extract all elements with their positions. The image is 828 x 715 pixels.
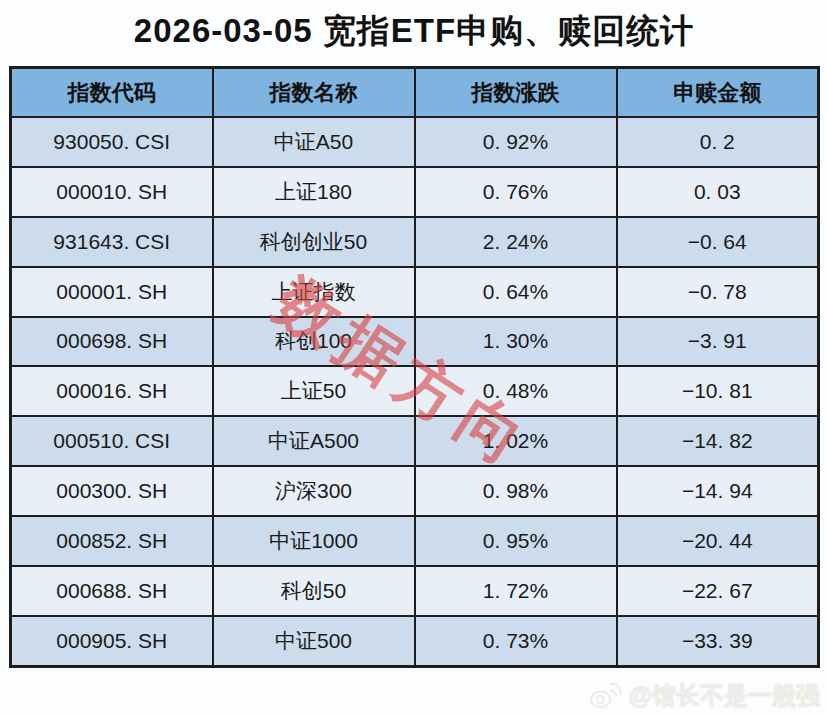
page-title: 2026-03-05 宽指ETF申购、赎回统计: [0, 9, 828, 54]
column-header-index-name: 指数名称: [213, 68, 415, 118]
index-code-cell: 000688. SH: [11, 566, 213, 616]
table-row: 000300. SH沪深3000. 98%−14. 94: [11, 466, 819, 516]
index-code-cell: 000510. CSI: [11, 416, 213, 466]
index-code-cell: 000016. SH: [11, 366, 213, 416]
amount-cell: −0. 78: [617, 267, 819, 317]
index-change-cell: 2. 24%: [415, 217, 617, 267]
index-change-cell: 0. 76%: [415, 167, 617, 217]
amount-cell: −3. 91: [617, 317, 819, 367]
column-header-index-change: 指数涨跌: [415, 68, 617, 118]
index-change-cell: 0. 64%: [415, 267, 617, 317]
index-name-cell: 上证180: [213, 167, 415, 217]
amount-cell: −20. 44: [617, 516, 819, 566]
index-change-cell: 1. 72%: [415, 566, 617, 616]
amount-cell: −14. 82: [617, 416, 819, 466]
index-name-cell: 中证A50: [213, 117, 415, 167]
index-name-cell: 中证500: [213, 616, 415, 667]
amount-cell: 0. 2: [617, 117, 819, 167]
etf-table-container: 指数代码 指数名称 指数涨跌 申赎金额 930050. CSI中证A500. 9…: [9, 66, 820, 668]
index-code-cell: 000001. SH: [11, 267, 213, 317]
index-change-cell: 1. 30%: [415, 317, 617, 367]
table-row: 000852. SH中证10000. 95%−20. 44: [11, 516, 819, 566]
index-code-cell: 000852. SH: [11, 516, 213, 566]
index-name-cell: 科创100: [213, 317, 415, 367]
table-body: 930050. CSI中证A500. 92%0. 2000010. SH上证18…: [11, 117, 819, 667]
table-row: 000010. SH上证1800. 76%0. 03: [11, 167, 819, 217]
amount-cell: −10. 81: [617, 366, 819, 416]
index-name-cell: 科创创业50: [213, 217, 415, 267]
table-row: 000688. SH科创501. 72%−22. 67: [11, 566, 819, 616]
index-change-cell: 0. 98%: [415, 466, 617, 516]
index-name-cell: 中证1000: [213, 516, 415, 566]
index-name-cell: 上证50: [213, 366, 415, 416]
table-row: 000905. SH中证5000. 73%−33. 39: [11, 616, 819, 667]
amount-cell: −22. 67: [617, 566, 819, 616]
table-row: 000698. SH科创1001. 30%−3. 91: [11, 317, 819, 367]
index-change-cell: 0. 48%: [415, 366, 617, 416]
index-change-cell: 0. 95%: [415, 516, 617, 566]
index-name-cell: 中证A500: [213, 416, 415, 466]
amount-cell: −14. 94: [617, 466, 819, 516]
amount-cell: 0. 03: [617, 167, 819, 217]
index-change-cell: 0. 92%: [415, 117, 617, 167]
weibo-icon: [589, 681, 622, 709]
table-row: 930050. CSI中证A500. 92%0. 2: [11, 117, 819, 167]
table-header-row: 指数代码 指数名称 指数涨跌 申赎金额: [11, 68, 819, 118]
author-credit-text: @馆长不是一般强: [629, 679, 820, 711]
index-code-cell: 000010. SH: [11, 167, 213, 217]
index-code-cell: 931643. CSI: [11, 217, 213, 267]
index-code-cell: 930050. CSI: [11, 117, 213, 167]
index-change-cell: 1. 02%: [415, 416, 617, 466]
author-credit: @馆长不是一般强: [589, 679, 820, 711]
index-name-cell: 沪深300: [213, 466, 415, 516]
column-header-index-code: 指数代码: [11, 68, 213, 118]
table-row: 000510. CSI中证A5001. 02%−14. 82: [11, 416, 819, 466]
table-row: 000016. SH上证500. 48%−10. 81: [11, 366, 819, 416]
index-name-cell: 科创50: [213, 566, 415, 616]
index-code-cell: 000300. SH: [11, 466, 213, 516]
etf-table: 指数代码 指数名称 指数涨跌 申赎金额 930050. CSI中证A500. 9…: [9, 66, 820, 668]
index-change-cell: 0. 73%: [415, 616, 617, 667]
table-row: 000001. SH上证指数0. 64%−0. 78: [11, 267, 819, 317]
index-code-cell: 000905. SH: [11, 616, 213, 667]
index-name-cell: 上证指数: [213, 267, 415, 317]
column-header-amount: 申赎金额: [617, 68, 819, 118]
table-row: 931643. CSI科创创业502. 24%−0. 64: [11, 217, 819, 267]
amount-cell: −0. 64: [617, 217, 819, 267]
amount-cell: −33. 39: [617, 616, 819, 667]
index-code-cell: 000698. SH: [11, 317, 213, 367]
